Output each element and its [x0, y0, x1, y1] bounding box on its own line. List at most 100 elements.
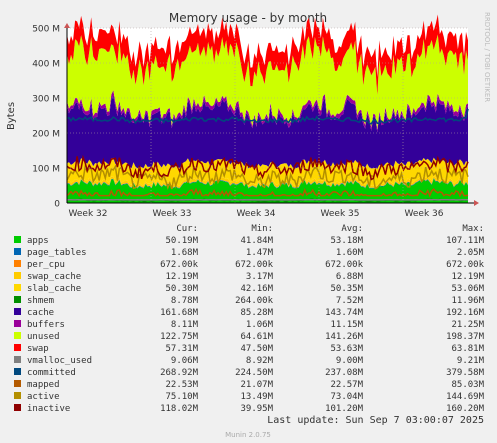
line-active	[66, 164, 469, 190]
y-tick-label: 300 M	[32, 95, 60, 105]
legend-value: 47.50M	[240, 344, 273, 354]
legend-value: 7.52M	[336, 296, 364, 306]
legend-value: 64.61M	[240, 332, 273, 342]
legend-series-name: active	[27, 392, 60, 402]
legend-value: 1.06M	[246, 320, 274, 330]
legend-value: 1.68M	[171, 248, 199, 258]
legend-value: 672.00k	[160, 260, 199, 270]
legend-value: 3.17M	[246, 272, 274, 282]
legend-value: 9.21M	[457, 356, 485, 366]
legend-value: 141.26M	[325, 332, 364, 342]
line-series	[66, 108, 469, 203]
legend-series-name: swap	[27, 344, 49, 354]
legend-value: 672.00k	[325, 260, 364, 270]
legend-value: 57.31M	[165, 344, 198, 354]
legend-swatch	[14, 344, 21, 351]
legend-series-name: apps	[27, 236, 49, 246]
legend-swatch	[14, 380, 21, 387]
area-cache	[67, 95, 468, 169]
legend-swatch	[14, 368, 21, 375]
legend-value: 198.37M	[446, 332, 485, 342]
legend-value: 2.05M	[457, 248, 485, 258]
legend-value: 22.53M	[165, 380, 198, 390]
legend-value: 53.18M	[330, 236, 363, 246]
legend-series-name: unused	[27, 332, 60, 342]
legend-value: 237.08M	[325, 368, 364, 378]
legend-swatch	[14, 272, 21, 279]
legend-value: 192.16M	[446, 308, 485, 318]
area-unused	[67, 34, 468, 130]
area-swap	[67, 14, 468, 95]
legend-swatch	[14, 260, 21, 267]
y-tick-label: 100 M	[32, 165, 60, 175]
legend-value: 8.78M	[171, 296, 199, 306]
x-tick-label: Week 33	[153, 209, 192, 219]
legend-swatch	[14, 284, 21, 291]
legend-value: 22.57M	[330, 380, 363, 390]
line-mapped	[66, 187, 469, 198]
legend-value: 85.03M	[451, 380, 484, 390]
legend-column-header: Min:	[251, 224, 273, 234]
legend-value: 75.10M	[165, 392, 198, 402]
legend-value: 1.60M	[336, 248, 364, 258]
legend-value: 12.19M	[165, 272, 198, 282]
munin-footer: Munin 2.0.75	[225, 431, 271, 439]
legend-value: 21.07M	[240, 380, 273, 390]
legend-series-name: shmem	[27, 296, 54, 306]
legend-value: 21.25M	[451, 320, 484, 330]
legend-column-header: Avg:	[341, 224, 363, 234]
y-tick-label: 500 M	[32, 25, 60, 35]
legend-value: 8.11M	[171, 320, 199, 330]
legend-value: 50.35M	[330, 284, 363, 294]
legend-series-name: per_cpu	[27, 260, 65, 270]
line-committed	[66, 108, 469, 125]
legend-value: 6.88M	[336, 272, 364, 282]
legend-value: 264.00k	[235, 296, 274, 306]
legend-series-name: inactive	[27, 404, 70, 414]
legend-value: 13.49M	[240, 392, 273, 402]
legend-value: 268.92M	[160, 368, 199, 378]
x-tick-label: Week 34	[237, 209, 276, 219]
legend-value: 12.19M	[451, 272, 484, 282]
legend-value: 118.02M	[160, 404, 199, 414]
line-inactive	[66, 154, 469, 181]
legend-column-header: Max:	[462, 224, 484, 234]
legend-value: 85.28M	[240, 308, 273, 318]
y-axis-ticks: 0 100 M 200 M 300 M 400 M 500 M	[32, 25, 60, 210]
legend-value: 50.19M	[165, 236, 198, 246]
x-tick-label: Week 32	[69, 209, 108, 219]
legend-value: 63.81M	[451, 344, 484, 354]
legend-column-header: Cur:	[176, 224, 198, 234]
legend-swatch	[14, 296, 21, 303]
legend-value: 161.68M	[160, 308, 199, 318]
x-tick-label: Week 35	[321, 209, 360, 219]
legend-value: 11.96M	[451, 296, 484, 306]
area-apps	[67, 178, 468, 203]
legend-series-name: cache	[27, 308, 54, 318]
legend-series-name: vmalloc_used	[27, 356, 92, 366]
y-axis-arrow-icon	[64, 23, 70, 28]
x-tick-label: Week 36	[405, 209, 444, 219]
legend-table: apps 50.19M 41.84M 53.18M 107.11M page_tables…	[14, 236, 485, 414]
legend-value: 672.00k	[446, 260, 485, 270]
legend-value: 224.50M	[235, 368, 274, 378]
legend-value: 11.15M	[330, 320, 363, 330]
legend-swatch	[14, 332, 21, 339]
area-buffers	[67, 90, 468, 133]
legend-value: 144.69M	[446, 392, 485, 402]
legend-value: 50.30M	[165, 284, 198, 294]
legend-value: 53.06M	[451, 284, 484, 294]
legend-value: 9.06M	[171, 356, 199, 366]
legend-value: 39.95M	[240, 404, 273, 414]
legend-value: 8.92M	[246, 356, 274, 366]
chart-title: Memory usage - by month	[169, 11, 327, 25]
legend-value: 41.84M	[240, 236, 273, 246]
legend-swatch	[14, 308, 21, 315]
legend-swatch	[14, 248, 21, 255]
y-tick-label: 200 M	[32, 130, 60, 140]
area-page-tables	[67, 178, 468, 189]
legend-value: 143.74M	[325, 308, 364, 318]
y-tick-label: 400 M	[32, 60, 60, 70]
legend-header: Cur: Min: Avg: Max:	[176, 224, 484, 234]
